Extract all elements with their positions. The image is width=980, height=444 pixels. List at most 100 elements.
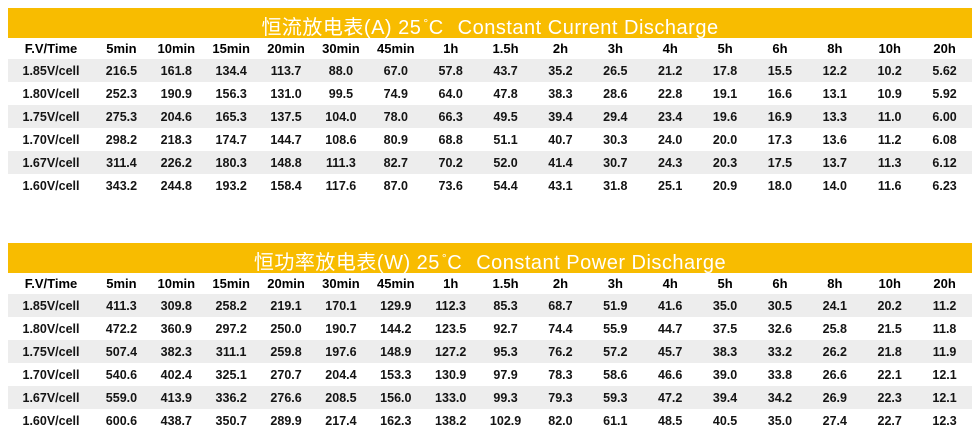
data-cell: 16.6 <box>767 86 793 101</box>
data-cell: 20.2 <box>877 298 902 313</box>
data-cell: 11.2 <box>877 132 902 147</box>
table-title-bar: 恒流放电表(A) 25 °C Constant Current Discharge <box>8 8 972 39</box>
data-cell: 43.7 <box>493 63 518 78</box>
column-header: 1h <box>423 38 479 59</box>
data-cell: 309.8 <box>160 298 192 313</box>
data-cell: 402.4 <box>160 367 192 382</box>
data-cell: 204.4 <box>325 367 357 382</box>
column-header: 3h <box>587 273 643 294</box>
data-cell: 11.6 <box>877 178 902 193</box>
data-cell: 26.6 <box>822 367 847 382</box>
data-cell: 57.2 <box>603 344 628 359</box>
data-cell: 112.3 <box>435 298 466 313</box>
column-header: 20min <box>258 38 314 59</box>
table-row: 1.75V/cell 507.4 382.3 311.1 259.8 197.6 148.9… <box>8 340 972 363</box>
data-cell: 29.4 <box>603 109 628 124</box>
constant-power-discharge-section: 恒功率放电表(W) 25 °C Constant Power Discharge F… <box>8 243 972 432</box>
column-header: 8h <box>807 273 863 294</box>
data-cell: 13.3 <box>822 109 847 124</box>
row-label: 1.70V/cell <box>22 367 80 382</box>
data-cell: 102.9 <box>489 413 522 428</box>
data-cell: 39.4 <box>712 390 738 405</box>
data-cell: 58.6 <box>603 367 628 382</box>
data-cell: 20.0 <box>712 132 738 147</box>
data-cell: 289.9 <box>270 413 302 428</box>
data-cell: 156.3 <box>215 86 247 101</box>
row-label: 1.67V/cell <box>22 390 80 405</box>
data-cell: 382.3 <box>160 344 192 359</box>
data-cell: 325.1 <box>215 367 247 382</box>
data-cell: 33.8 <box>767 367 793 382</box>
column-header: 5h <box>697 273 753 294</box>
data-cell: 34.2 <box>767 390 793 405</box>
data-cell: 61.1 <box>603 413 628 428</box>
data-cell: 87.0 <box>383 178 408 193</box>
data-cell: 117.6 <box>325 178 357 193</box>
data-cell: 21.5 <box>877 321 902 336</box>
data-cell: 40.5 <box>712 413 738 428</box>
data-cell: 22.7 <box>877 413 902 428</box>
column-header: 30min <box>313 273 369 294</box>
column-header: 2h <box>533 273 588 294</box>
data-cell: 19.6 <box>712 109 738 124</box>
data-cell: 275.3 <box>105 109 138 124</box>
table-row: 1.85V/cell 411.3 309.8 258.2 219.1 170.1 129.9… <box>8 294 972 317</box>
data-cell: 13.6 <box>822 132 847 147</box>
data-cell: 66.3 <box>438 109 463 124</box>
degree-symbol: ° <box>441 251 448 265</box>
row-header-label: F.V/Time <box>8 38 94 59</box>
data-cell: 25.1 <box>658 178 683 193</box>
data-cell: 78.3 <box>548 367 573 382</box>
celsius-unit: C <box>447 252 463 274</box>
data-cell: 161.8 <box>160 63 192 78</box>
data-cell: 559.0 <box>105 390 138 405</box>
column-header: 1.5h <box>478 38 533 59</box>
data-cell: 180.3 <box>215 155 247 170</box>
table-title-cn: 恒流放电表(A) 25 <box>261 17 422 39</box>
column-header: 15min <box>203 273 259 294</box>
table-row: 1.67V/cell 559.0 413.9 336.2 276.6 208.5 156.0… <box>8 386 972 409</box>
column-header: 6h <box>752 273 808 294</box>
data-cell: 68.7 <box>548 298 573 313</box>
data-cell: 30.5 <box>767 298 793 313</box>
column-header: 45min <box>368 38 424 59</box>
data-cell: 127.2 <box>435 344 467 359</box>
column-header: 20min <box>258 273 314 294</box>
data-cell: 6.00 <box>932 109 957 124</box>
data-cell: 74.4 <box>548 321 573 336</box>
row-label: 1.80V/cell <box>22 321 80 336</box>
column-header: 3h <box>587 38 643 59</box>
data-cell: 25.8 <box>822 321 847 336</box>
data-cell: 44.7 <box>658 321 683 336</box>
data-cell: 73.6 <box>438 178 463 193</box>
data-cell: 12.1 <box>932 390 957 405</box>
column-header: 20h <box>917 38 972 59</box>
table-row: 1.80V/cell 472.2 360.9 297.2 250.0 190.7 144.2… <box>8 317 972 340</box>
data-cell: 97.9 <box>493 367 518 382</box>
data-cell: 22.8 <box>658 86 683 101</box>
data-cell: 12.3 <box>932 413 957 428</box>
data-cell: 13.7 <box>822 155 847 170</box>
data-cell: 17.5 <box>767 155 793 170</box>
data-cell: 259.8 <box>270 344 302 359</box>
data-cell: 250.0 <box>270 321 302 336</box>
data-cell: 82.0 <box>548 413 573 428</box>
data-cell: 55.9 <box>603 321 628 336</box>
data-cell: 33.2 <box>767 344 793 359</box>
table-title-cn: 恒功率放电表(W) 25 <box>253 252 440 274</box>
data-cell: 111.3 <box>325 155 356 170</box>
data-cell: 298.2 <box>105 132 138 147</box>
row-label: 1.67V/cell <box>22 155 80 170</box>
data-cell: 137.5 <box>270 109 302 124</box>
data-cell: 6.23 <box>932 178 957 193</box>
data-cell: 24.3 <box>658 155 683 170</box>
data-cell: 162.3 <box>380 413 412 428</box>
data-cell: 92.7 <box>493 321 518 336</box>
data-cell: 311.1 <box>215 344 247 359</box>
header-row: F.V/Time 5min 10min 15min 20min 30min 45min 1h 1… <box>8 38 972 59</box>
data-cell: 11.3 <box>877 155 902 170</box>
table-row: 1.60V/cell 343.2 244.8 193.2 158.4 117.6 87.0 7… <box>8 174 972 197</box>
data-cell: 24.1 <box>822 298 847 313</box>
data-cell: 438.7 <box>160 413 192 428</box>
